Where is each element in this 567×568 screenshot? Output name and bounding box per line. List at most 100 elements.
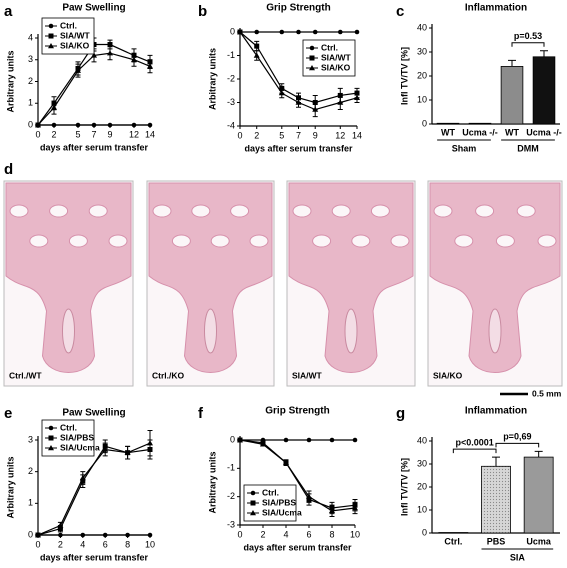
tissue bbox=[288, 182, 414, 373]
panel-letter: c bbox=[396, 3, 404, 20]
bone-space bbox=[370, 204, 390, 218]
x-tick-label: 0 bbox=[237, 529, 242, 539]
marker bbox=[91, 122, 97, 128]
x-tick-label: 8 bbox=[125, 539, 130, 549]
x-tick-label: 7 bbox=[296, 130, 301, 140]
x-tick-label: 10 bbox=[350, 529, 360, 539]
bar bbox=[500, 66, 524, 125]
bar bbox=[523, 456, 554, 534]
y-tick-label: 3 bbox=[28, 434, 33, 444]
marker bbox=[337, 29, 343, 35]
marker bbox=[131, 56, 137, 62]
bone-space bbox=[390, 234, 410, 248]
legend-label: Ctrl. bbox=[321, 42, 338, 52]
x-tick-label: WT bbox=[505, 127, 519, 137]
y-tick-label: 3 bbox=[28, 54, 33, 64]
x-tick-label: Ucma -/- bbox=[462, 127, 498, 137]
y-tick-label: 10 bbox=[417, 504, 427, 514]
bone-space bbox=[108, 234, 128, 248]
x-tick-label: PBS bbox=[487, 536, 506, 546]
panel-letter: d bbox=[4, 161, 13, 178]
bone-space bbox=[516, 204, 536, 218]
marker bbox=[147, 440, 153, 446]
x-tick-label: 2 bbox=[58, 539, 63, 549]
x-tick-label: WT bbox=[441, 127, 455, 137]
legend-label: SIA/Ucma bbox=[262, 507, 302, 517]
group-label: Sham bbox=[452, 143, 477, 153]
marker bbox=[309, 65, 315, 71]
marker bbox=[57, 522, 64, 528]
legend-label: SIA/KO bbox=[321, 62, 351, 72]
marker bbox=[147, 532, 153, 538]
histology-image bbox=[3, 180, 134, 387]
x-tick-label: 14 bbox=[145, 129, 155, 139]
marker bbox=[75, 122, 81, 128]
error-bar bbox=[508, 59, 516, 67]
x-tick-label: 0 bbox=[35, 539, 40, 549]
series-line bbox=[37, 445, 151, 536]
chart-title: Paw Swelling bbox=[62, 408, 125, 419]
bone-space bbox=[152, 204, 172, 218]
marker bbox=[147, 63, 153, 69]
bone-space bbox=[537, 234, 557, 248]
bone-space bbox=[49, 204, 69, 218]
marker bbox=[254, 43, 260, 49]
error-bar bbox=[540, 50, 548, 57]
bone-space bbox=[454, 234, 474, 248]
marker bbox=[260, 441, 266, 447]
y-tick-label: 2 bbox=[28, 466, 33, 476]
bone-space bbox=[88, 204, 108, 218]
bone-space bbox=[475, 204, 495, 218]
chart-title: Paw Swelling bbox=[62, 3, 125, 14]
marker bbox=[309, 55, 315, 61]
tissue bbox=[429, 182, 561, 373]
bone-space bbox=[312, 234, 332, 248]
marker bbox=[35, 122, 41, 128]
y-tick-label: 0 bbox=[28, 529, 33, 539]
marker bbox=[250, 500, 256, 506]
marker bbox=[125, 532, 130, 538]
bracket bbox=[452, 448, 497, 454]
x-tick-label: 14 bbox=[352, 130, 362, 140]
group-label: DMM bbox=[517, 143, 539, 153]
x-tick-label: Ucma -/- bbox=[526, 127, 562, 137]
legend-label: SIA/WT bbox=[321, 52, 352, 62]
marker bbox=[147, 122, 153, 128]
y-tick-label: 20 bbox=[417, 481, 427, 491]
x-tick-label: 5 bbox=[279, 130, 284, 140]
marker bbox=[354, 94, 360, 100]
y-tick-label: 0 bbox=[422, 527, 427, 537]
marker bbox=[79, 475, 86, 481]
x-tick-label: 4 bbox=[80, 539, 85, 549]
bone-space bbox=[495, 234, 515, 248]
bracket bbox=[511, 42, 545, 47]
bracket bbox=[495, 442, 540, 448]
marker bbox=[107, 122, 113, 128]
image-label: SIA/KO bbox=[433, 370, 463, 380]
marker bbox=[329, 437, 335, 443]
bone-space bbox=[210, 234, 230, 248]
y-axis-label: Arbitrary units bbox=[207, 48, 217, 110]
legend-label: Ctrl. bbox=[262, 487, 279, 497]
marker bbox=[253, 52, 260, 58]
legend-label: Ctrl. bbox=[60, 20, 77, 30]
legend-label: SIA/KO bbox=[60, 40, 90, 50]
x-tick-label: 6 bbox=[103, 539, 108, 549]
image-label: Ctrl./KO bbox=[152, 370, 185, 380]
marker bbox=[51, 104, 57, 110]
marker bbox=[312, 29, 318, 35]
marrow bbox=[344, 308, 358, 354]
x-tick-label: 0 bbox=[35, 129, 40, 139]
panel-letter: b bbox=[198, 3, 207, 20]
marrow bbox=[204, 308, 217, 354]
marker bbox=[250, 510, 256, 516]
chart-title: Inflammation bbox=[465, 406, 527, 417]
x-axis-label: days after serum transfer bbox=[40, 142, 149, 152]
bone-space bbox=[331, 204, 351, 218]
legend-label: SIA/PBS bbox=[60, 432, 94, 442]
panel-letter: g bbox=[396, 405, 405, 422]
marker bbox=[352, 505, 358, 511]
marker bbox=[35, 532, 41, 538]
x-tick-label: 5 bbox=[75, 129, 80, 139]
